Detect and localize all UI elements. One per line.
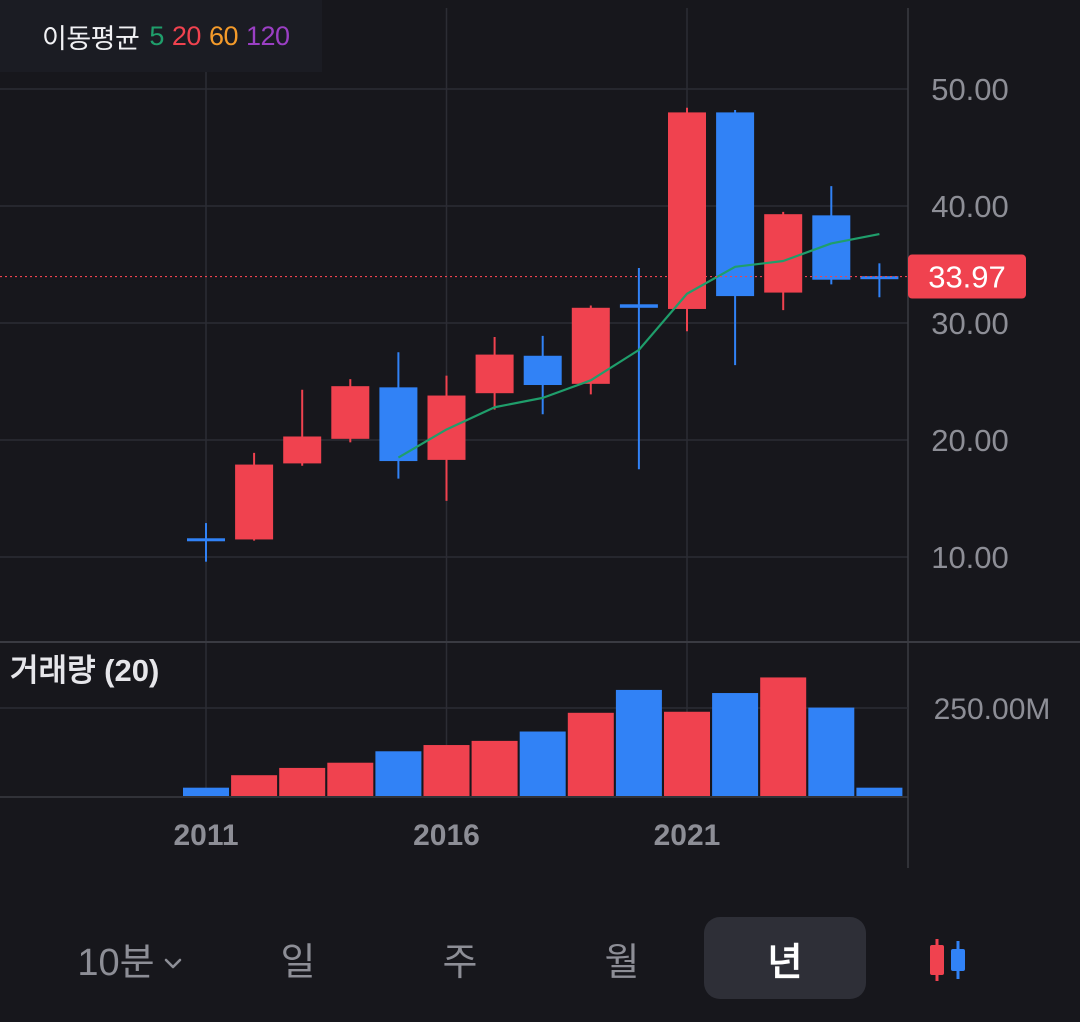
- y-tick-label: 20.00: [931, 423, 1009, 458]
- volume-bar: [856, 787, 903, 796]
- tab-10min-label: 10분: [77, 941, 155, 984]
- volume-tick-label: 250.00M: [934, 693, 1051, 726]
- volume-bar: [808, 707, 855, 796]
- current-price-label: 33.97: [928, 260, 1006, 295]
- volume-bar: [423, 745, 470, 796]
- candle-body: [427, 395, 466, 460]
- tab-week-label: 주: [442, 941, 478, 984]
- candle-body: [668, 112, 706, 309]
- candle-body: [187, 538, 225, 542]
- y-tick-label: 30.00: [931, 306, 1009, 341]
- x-tick-label: 2011: [173, 819, 238, 852]
- tab-month[interactable]: 월: [542, 917, 702, 999]
- volume-bar: [712, 693, 759, 796]
- volume-bar: [519, 731, 566, 796]
- volume-bar: [615, 689, 662, 796]
- ma5-line: [397, 233, 880, 459]
- ma-20-label: 20: [171, 20, 202, 51]
- volume-bar: [327, 762, 374, 796]
- tab-week[interactable]: 주: [380, 917, 540, 999]
- y-tick-label: 50.00: [931, 72, 1009, 107]
- y-tick-label: 10.00: [931, 540, 1009, 575]
- tab-day[interactable]: 일: [218, 917, 378, 999]
- volume-label: 거래량 (20): [10, 653, 159, 688]
- volume-bar: [567, 712, 614, 796]
- candle-body: [235, 464, 274, 540]
- ma-60-label: 60: [208, 20, 239, 51]
- candle-body: [860, 276, 899, 280]
- x-tick-label: 2021: [654, 819, 721, 852]
- tab-day-label: 일: [280, 941, 316, 984]
- volume-bar: [183, 787, 229, 796]
- candle-body: [331, 386, 370, 439]
- volume-bar: [279, 767, 326, 796]
- candlestick-chart[interactable]: 10.00 20.00 30.00 40.00 50.00 250.00M 거래량 (20)…: [0, 0, 1080, 900]
- volume-bar: [471, 740, 518, 796]
- ma-5-label: 5: [149, 20, 164, 51]
- x-tick-label: 2016: [413, 819, 480, 852]
- candlestick-icon[interactable]: [922, 935, 972, 985]
- volume-bar: [760, 677, 807, 796]
- candle-body: [716, 112, 755, 297]
- moving-average-label: 이동평균: [42, 23, 140, 54]
- candle-body: [764, 214, 803, 293]
- volume-bar: [231, 775, 278, 796]
- tab-year[interactable]: 년: [704, 917, 866, 999]
- tab-10min[interactable]: 10분: [60, 917, 200, 999]
- y-tick-label: 40.00: [931, 189, 1009, 224]
- period-tab-bar: 10분 일 주 월 년: [0, 905, 1080, 1015]
- candle-body: [523, 355, 562, 386]
- moving-average-legend[interactable]: 이동평균 5 20 60 120: [0, 0, 322, 72]
- volume-bar: [375, 751, 422, 796]
- candle-body: [379, 387, 418, 462]
- candle-body: [283, 436, 322, 464]
- chevron-down-icon: [163, 937, 183, 980]
- candle-body: [619, 304, 658, 308]
- ma-120-label: 120: [246, 20, 290, 51]
- current-price-badge: [908, 254, 1026, 299]
- tab-year-label: 년: [767, 941, 803, 984]
- candle-body: [475, 354, 514, 394]
- volume-bar: [664, 711, 710, 796]
- tab-month-label: 월: [604, 941, 640, 984]
